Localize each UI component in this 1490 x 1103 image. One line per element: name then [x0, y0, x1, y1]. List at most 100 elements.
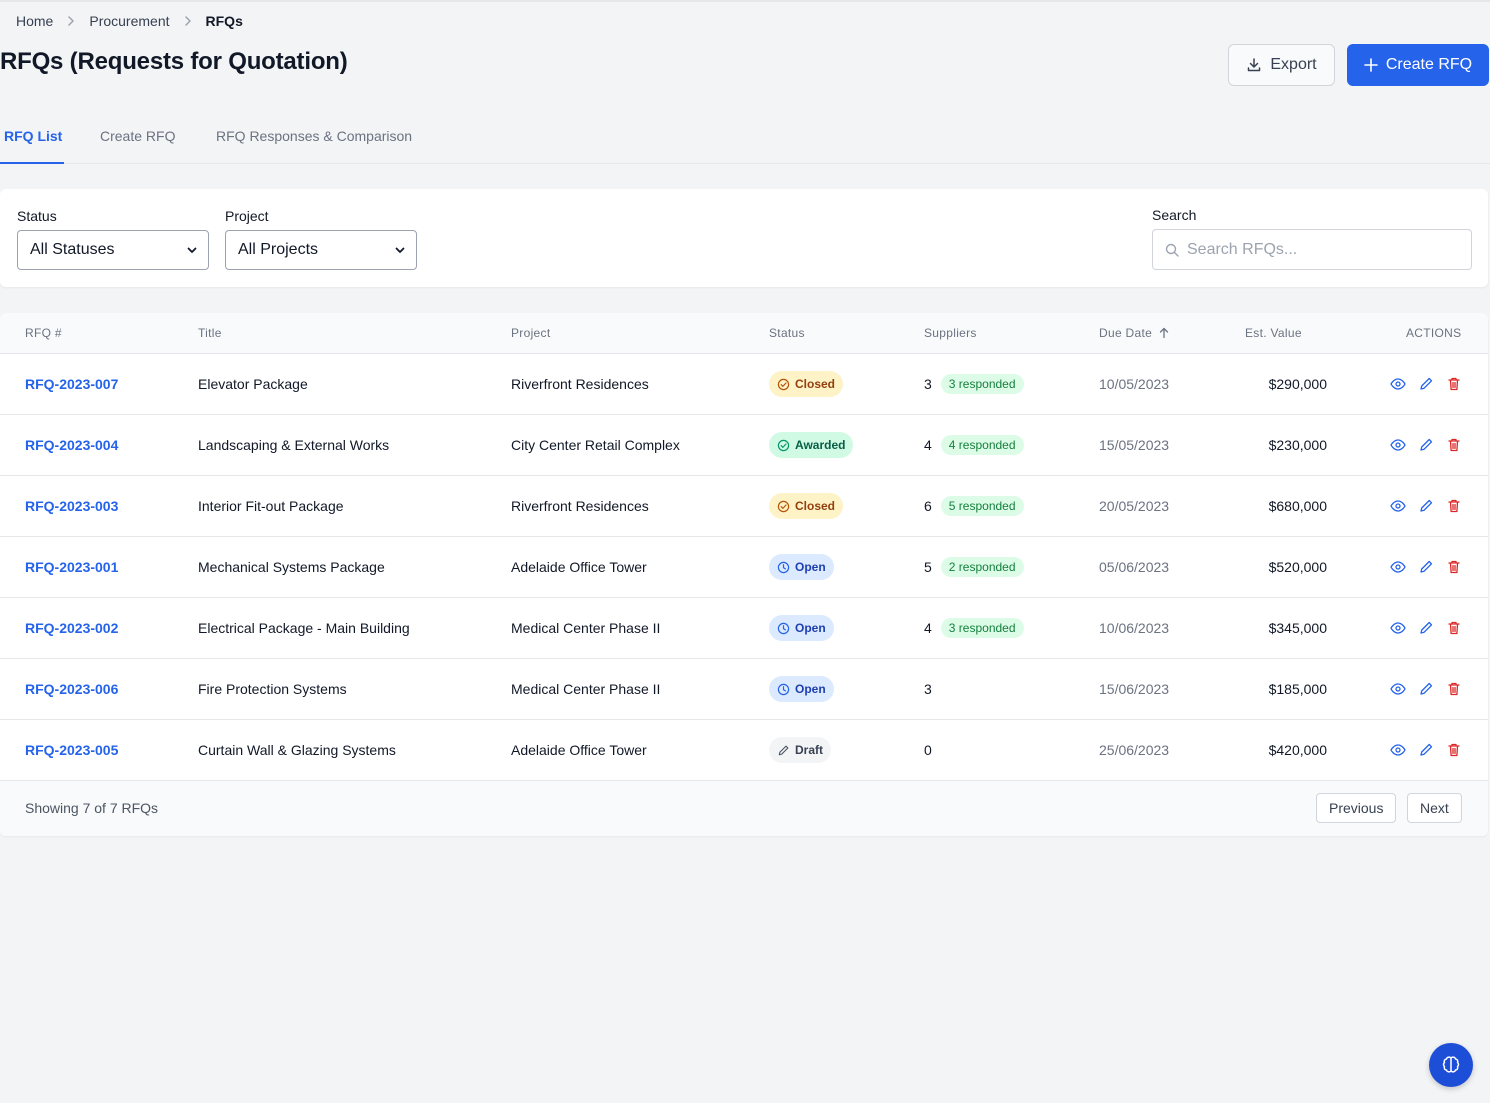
rfq-title: Interior Fit-out Package: [198, 498, 344, 514]
pencil-icon[interactable]: [1418, 498, 1434, 514]
project-select-value: All Projects: [238, 241, 319, 258]
supplier-count: 6: [924, 498, 932, 514]
table-row: RFQ-2023-003 Interior Fit-out Package Rive…: [0, 476, 1488, 537]
rfq-project: Adelaide Office Tower: [511, 742, 647, 758]
project-select[interactable]: All Projects: [225, 230, 417, 270]
supplier-count: 3: [924, 681, 932, 697]
trash-icon[interactable]: [1446, 498, 1462, 514]
eye-icon[interactable]: [1390, 437, 1406, 453]
pencil-icon[interactable]: [1418, 437, 1434, 453]
header-rfq-number[interactable]: RFQ #: [25, 326, 62, 340]
top-border: [0, 0, 1490, 2]
rfq-project: Riverfront Residences: [511, 498, 649, 514]
header-status[interactable]: Status: [769, 326, 805, 340]
assistant-button[interactable]: [1429, 1043, 1473, 1087]
header-title[interactable]: Title: [198, 326, 222, 340]
rfq-title: Curtain Wall & Glazing Systems: [198, 742, 396, 758]
tab-create-rfq[interactable]: Create RFQ: [100, 128, 176, 144]
table-header: RFQ # Title Project Status Suppliers Due…: [0, 313, 1488, 354]
chevron-down-icon: [186, 244, 198, 256]
header-est-value[interactable]: Est. Value: [1245, 326, 1302, 340]
filter-panel: Status All Statuses Project All Projects…: [0, 189, 1488, 287]
row-actions: [1390, 537, 1462, 597]
download-icon: [1246, 57, 1262, 73]
rfq-number-link[interactable]: RFQ-2023-005: [25, 742, 119, 758]
eye-icon[interactable]: [1390, 376, 1406, 392]
arrow-up-icon: [1158, 327, 1170, 339]
responded-badge: 5 responded: [940, 496, 1024, 516]
breadcrumb-procurement[interactable]: Procurement: [89, 13, 170, 29]
rfq-project: City Center Retail Complex: [511, 437, 680, 453]
search-input[interactable]: [1187, 240, 1447, 259]
rfq-number-link[interactable]: RFQ-2023-002: [25, 620, 119, 636]
header-due-date[interactable]: Due Date: [1099, 326, 1170, 340]
check-circle-icon: [777, 500, 790, 513]
responded-badge: 2 responded: [940, 557, 1024, 577]
table-row: RFQ-2023-002 Electrical Package - Main Bu…: [0, 598, 1488, 659]
pencil-icon[interactable]: [1418, 559, 1434, 575]
rfq-title: Electrical Package - Main Building: [198, 620, 410, 636]
status-badge-label: Open: [795, 560, 826, 574]
tab-rfq-list[interactable]: RFQ List: [0, 118, 64, 164]
due-date: 15/05/2023: [1099, 437, 1170, 453]
trash-icon[interactable]: [1446, 620, 1462, 636]
showing-count: Showing 7 of 7 RFQs: [25, 800, 159, 816]
rfq-project: Medical Center Phase II: [511, 681, 661, 697]
table-row: RFQ-2023-001 Mechanical Systems Package Ad…: [0, 537, 1488, 598]
pencil-icon[interactable]: [1418, 620, 1434, 636]
rfq-table: RFQ # Title Project Status Suppliers Due…: [0, 313, 1488, 836]
supplier-count: 5: [924, 559, 932, 575]
create-rfq-button[interactable]: Create RFQ: [1347, 44, 1489, 86]
next-page-button[interactable]: Next: [1407, 793, 1462, 823]
pencil-icon[interactable]: [1418, 681, 1434, 697]
status-badge-label: Open: [795, 682, 826, 696]
tab-rfq-responses[interactable]: RFQ Responses & Comparison: [216, 128, 413, 144]
check-circle-icon: [777, 378, 790, 391]
pencil-icon[interactable]: [1418, 742, 1434, 758]
rfq-title: Landscaping & External Works: [198, 437, 390, 453]
eye-icon[interactable]: [1390, 681, 1406, 697]
est-value: $290,000: [1268, 376, 1327, 392]
header-suppliers[interactable]: Suppliers: [924, 326, 977, 340]
trash-icon[interactable]: [1446, 742, 1462, 758]
rfq-title: Elevator Package: [198, 376, 308, 392]
header-project[interactable]: Project: [511, 326, 551, 340]
pencil-icon[interactable]: [1418, 376, 1434, 392]
status-badge: Draft: [769, 737, 832, 763]
rfq-title: Fire Protection Systems: [198, 681, 347, 697]
breadcrumb-home[interactable]: Home: [16, 13, 54, 29]
due-date: 25/06/2023: [1099, 742, 1170, 758]
export-button[interactable]: Export: [1228, 44, 1335, 86]
trash-icon[interactable]: [1446, 681, 1462, 697]
header-actions: ACTIONS: [1406, 326, 1462, 340]
status-select[interactable]: All Statuses: [17, 230, 209, 270]
status-badge-label: Draft: [795, 743, 824, 757]
rfq-number-link[interactable]: RFQ-2023-007: [25, 376, 119, 392]
status-badge: Open: [769, 615, 834, 641]
status-badge-label: Closed: [795, 377, 836, 391]
tab-bar: RFQ List Create RFQ RFQ Responses & Comp…: [0, 118, 1490, 164]
supplier-count: 4: [924, 437, 932, 453]
previous-page-button[interactable]: Previous: [1316, 793, 1397, 823]
eye-icon[interactable]: [1390, 620, 1406, 636]
trash-icon[interactable]: [1446, 437, 1462, 453]
row-actions: [1390, 476, 1462, 536]
rfq-number-link[interactable]: RFQ-2023-004: [25, 437, 119, 453]
trash-icon[interactable]: [1446, 376, 1462, 392]
rfq-number-link[interactable]: RFQ-2023-003: [25, 498, 119, 514]
eye-icon[interactable]: [1390, 559, 1406, 575]
row-actions: [1390, 720, 1462, 780]
eye-icon[interactable]: [1390, 498, 1406, 514]
trash-icon[interactable]: [1446, 559, 1462, 575]
table-row: RFQ-2023-007 Elevator Package Riverfront R…: [0, 354, 1488, 415]
rfq-number-link[interactable]: RFQ-2023-001: [25, 559, 119, 575]
due-date: 10/06/2023: [1099, 620, 1170, 636]
est-value: $520,000: [1268, 559, 1327, 575]
page-title: RFQs (Requests for Quotation): [0, 48, 348, 75]
due-date: 10/05/2023: [1099, 376, 1170, 392]
status-badge-label: Open: [795, 621, 826, 635]
eye-icon[interactable]: [1390, 742, 1406, 758]
breadcrumb-current: RFQs: [205, 13, 243, 29]
rfq-number-link[interactable]: RFQ-2023-006: [25, 681, 119, 697]
table-row: RFQ-2023-006 Fire Protection Systems Medic…: [0, 659, 1488, 720]
